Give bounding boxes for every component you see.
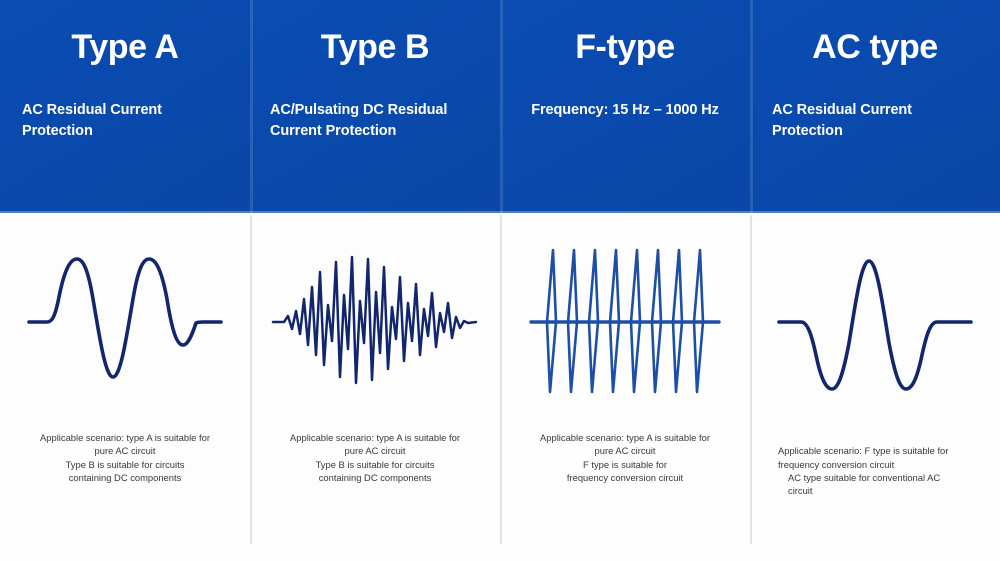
panel-caption-type-a: Applicable scenario: type A is suitable … <box>40 432 210 484</box>
panel-title-f-type: F-type <box>575 28 675 66</box>
panel-subtitle-f-type: Frequency: 15 Hz – 1000 Hz <box>531 102 719 119</box>
panel-body-ac-type: Applicable scenario: F type is suitable … <box>750 213 1000 562</box>
panel-header-ac-type: AC type AC Residual Current Protection <box>750 0 1000 213</box>
waveform-ac-type <box>750 213 1000 431</box>
panel-caption-f-type: Applicable scenario: type A is suitable … <box>540 432 710 484</box>
panel-subtitle-ac-type: AC Residual Current Protection <box>772 102 912 139</box>
spike-train-icon <box>529 248 721 394</box>
panel-caption-ac-type: Applicable scenario: F type is suitable … <box>750 431 1000 511</box>
sine-two-cycle-icon <box>27 257 223 379</box>
caption-primary: Applicable scenario: F type is suitable … <box>778 445 949 470</box>
caption-secondary: AC type suitable for conventional AC cir… <box>788 472 941 497</box>
panel-f-type[interactable]: F-type Frequency: 15 Hz – 1000 Hz <box>500 0 750 562</box>
waveform-type-a <box>0 213 250 431</box>
panel-title-type-a: Type A <box>71 28 179 66</box>
panel-caption-type-b: Applicable scenario: type A is suitable … <box>290 432 460 484</box>
panel-header-f-type: F-type Frequency: 15 Hz – 1000 Hz <box>500 0 750 213</box>
panel-body-type-a: Applicable scenario: type A is suitable … <box>0 213 250 562</box>
panel-body-type-b: Applicable scenario: type A is suitable … <box>250 213 500 562</box>
waveform-type-b <box>250 213 500 431</box>
panel-title-type-b: Type B <box>320 28 430 66</box>
panel-subtitle-type-b: AC/Pulsating DC Residual Current Protect… <box>270 102 448 139</box>
panel-body-f-type: Applicable scenario: type A is suitable … <box>500 213 750 562</box>
panel-header-type-a: Type A AC Residual Current Protection <box>0 0 250 213</box>
modulated-burst-icon <box>271 255 478 385</box>
panel-type-a[interactable]: Type A AC Residual Current Protection Ap… <box>0 0 250 562</box>
panel-ac-type[interactable]: AC type AC Residual Current Protection A… <box>750 0 1000 562</box>
panel-subtitle-type-a: AC Residual Current Protection <box>22 102 162 139</box>
panel-type-b[interactable]: Type B AC/Pulsating DC Residual Current … <box>250 0 500 562</box>
panel-title-ac-type: AC type <box>812 28 938 66</box>
waveform-f-type <box>500 213 750 431</box>
panel-header-type-b: Type B AC/Pulsating DC Residual Current … <box>250 0 500 213</box>
sine-single-cycle-icon <box>777 259 973 391</box>
